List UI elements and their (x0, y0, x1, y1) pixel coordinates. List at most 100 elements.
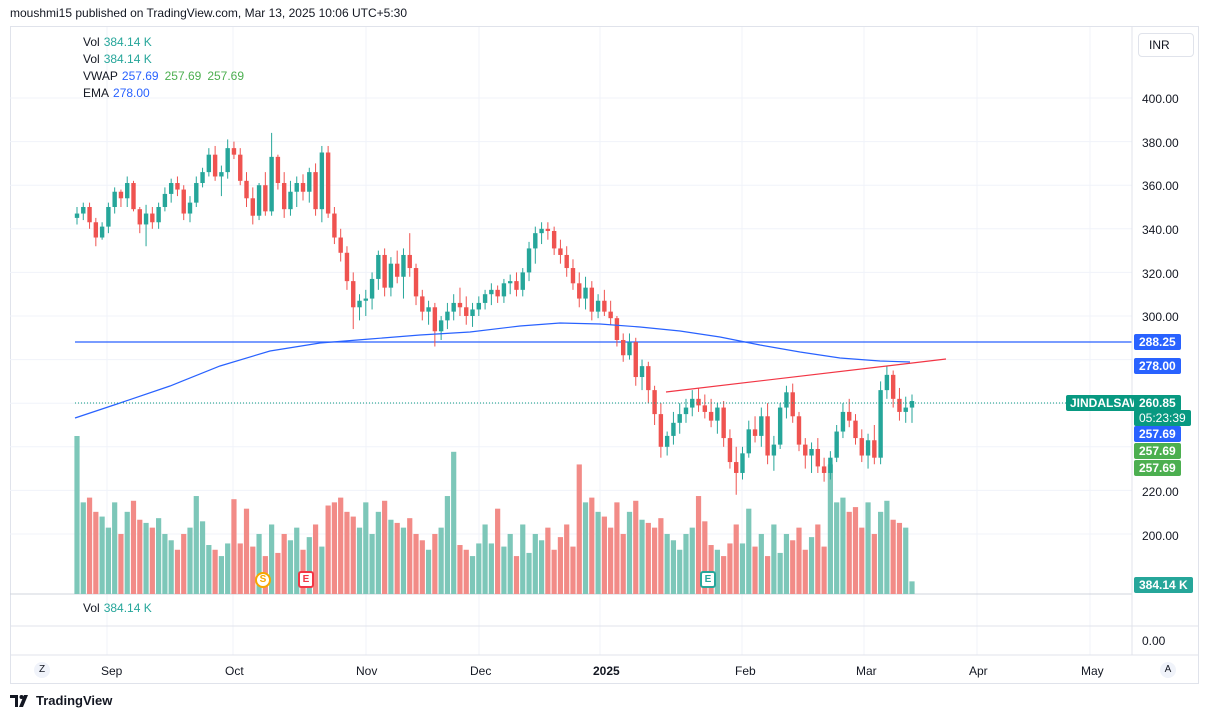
candle-body (796, 416, 802, 445)
auto-scale-button[interactable]: A (1160, 662, 1176, 678)
candle-body (256, 185, 262, 216)
candle-body (250, 198, 255, 216)
volume-bar (639, 519, 645, 594)
candle-body (909, 401, 915, 408)
volume-bar (545, 527, 551, 594)
volume-bar (702, 521, 708, 594)
volume-bar (783, 533, 790, 594)
volume-bar (237, 543, 243, 594)
time-tick: Apr (969, 664, 988, 678)
candle-body (721, 407, 726, 439)
candle-body (143, 213, 149, 225)
candle-body (740, 453, 745, 473)
vwap-upper-tag: 257.69 (1134, 443, 1181, 459)
candle-body (244, 180, 249, 199)
volume-bar (620, 533, 626, 594)
volume-bar (425, 549, 432, 594)
volume-bar (287, 540, 294, 594)
volume-bar (112, 502, 118, 594)
legend-ema[interactable]: EMA 278.00 (83, 85, 156, 102)
volume-bar (174, 549, 181, 594)
legend-vol-pane[interactable]: Vol 384.14 K (83, 600, 158, 617)
volume-bar (808, 537, 815, 594)
volume-bar (589, 497, 595, 594)
volume-bar (281, 533, 287, 594)
volume-bar (225, 543, 231, 594)
candle-body (451, 302, 456, 312)
legend-vol-1[interactable]: Vol 384.14 K (83, 34, 158, 51)
volume-bar (884, 500, 890, 594)
volume-bar (852, 507, 859, 594)
split-marker[interactable]: S (255, 572, 271, 588)
volume-bar (501, 546, 507, 594)
candle-body (853, 420, 858, 439)
candle-body (639, 366, 645, 378)
legend-vol-2[interactable]: Vol 384.14 K (83, 51, 158, 68)
price-tick: 340.00 (1142, 223, 1179, 237)
legend-vol-2-name: Vol (83, 52, 100, 66)
volume-bar (708, 545, 714, 594)
candle-body (903, 407, 908, 412)
volume-bar (658, 518, 664, 594)
candle-body (357, 300, 362, 308)
legend-vwap[interactable]: VWAP 257.69 257.69 257.69 (83, 68, 250, 85)
candle-body (263, 185, 268, 212)
candle-body (137, 209, 142, 225)
candle-body (815, 448, 821, 467)
price-tick: 320.00 (1142, 267, 1179, 281)
symbol-tag: JINDALSAW (1066, 395, 1145, 411)
candle-body (351, 281, 356, 308)
volume-bar (532, 533, 538, 594)
candle-body (464, 307, 469, 316)
candle-body (74, 213, 80, 218)
volume-bar (557, 537, 564, 594)
volume-bar (156, 518, 162, 594)
volume-bar (275, 552, 281, 594)
candle-body (294, 183, 299, 192)
volume-bar (482, 524, 488, 594)
volume-bar (162, 533, 168, 594)
volume-bar (168, 540, 174, 594)
volume-bar (212, 549, 218, 594)
candle-body (683, 407, 689, 415)
volume-bar (608, 527, 614, 594)
volume-bar (193, 496, 199, 594)
brand-footer[interactable]: TradingView (10, 693, 112, 708)
volume-bar (137, 519, 143, 594)
currency-selector[interactable]: INR (1138, 33, 1194, 57)
candle-body (514, 281, 519, 290)
volume-bar (859, 527, 865, 594)
volume-bar (526, 552, 532, 594)
volume-bar (721, 556, 727, 594)
volume-bar (331, 502, 338, 594)
candle-body (369, 278, 375, 299)
candle-body (200, 172, 205, 184)
candle-body (445, 311, 450, 321)
earnings-marker[interactable]: E (298, 571, 314, 588)
volume-bar (419, 540, 425, 594)
candle-body (338, 237, 343, 253)
volume-bar (375, 511, 381, 594)
candle-body (734, 462, 739, 473)
zoom-button[interactable]: Z (34, 662, 50, 678)
candle-body (608, 311, 613, 319)
candle-body (727, 438, 733, 463)
candle-body (156, 207, 161, 223)
volume-bar (413, 533, 419, 594)
candle-body (558, 248, 563, 255)
volume-bar (476, 543, 482, 594)
price-tick: 380.00 (1142, 136, 1179, 150)
candle-body (401, 254, 406, 277)
candle-body (325, 152, 331, 214)
volume-bar (488, 543, 494, 594)
candle-body (746, 429, 751, 454)
candle-body (784, 392, 789, 408)
candle-body (162, 193, 168, 207)
candle-body (81, 207, 86, 214)
brand-name: TradingView (36, 693, 113, 708)
earnings-marker[interactable]: E (700, 571, 716, 588)
volume-bar (683, 533, 689, 594)
candle-body (878, 390, 883, 458)
candle-body (112, 191, 117, 207)
